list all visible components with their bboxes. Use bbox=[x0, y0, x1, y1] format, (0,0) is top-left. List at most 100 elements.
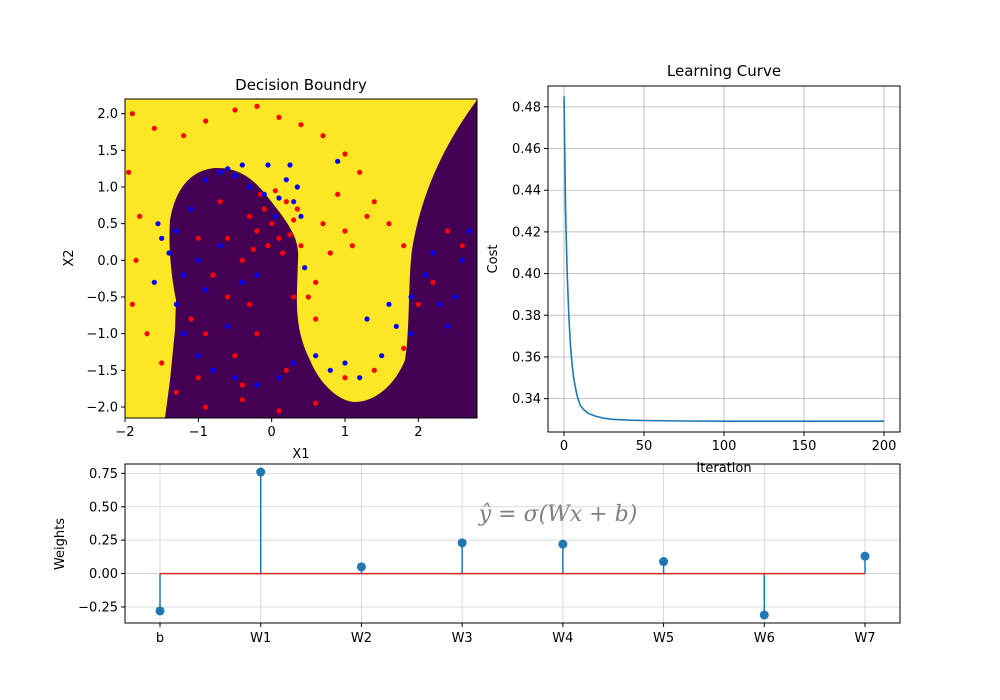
scatter-point-red bbox=[129, 301, 135, 307]
scatter-point-red bbox=[357, 169, 363, 175]
scatter-point-blue bbox=[166, 250, 172, 256]
chart-title: Learning Curve bbox=[667, 62, 781, 80]
scatter-point-blue bbox=[302, 265, 308, 271]
y-tick-label: −1.5 bbox=[86, 364, 118, 379]
scatter-point-red bbox=[151, 125, 157, 131]
scatter-point-blue bbox=[195, 353, 201, 359]
stem-marker bbox=[860, 551, 870, 561]
stem-marker bbox=[155, 606, 165, 616]
scatter-point-red bbox=[291, 294, 297, 300]
decision-region-purple bbox=[165, 100, 477, 418]
scatter-point-blue bbox=[261, 191, 267, 197]
scatter-point-blue bbox=[335, 158, 341, 164]
scatter-point-red bbox=[298, 122, 304, 128]
plot-frame bbox=[124, 463, 901, 624]
scatter-point-red bbox=[254, 331, 260, 337]
scatter-point-red bbox=[445, 228, 451, 234]
scatter-point-red bbox=[247, 301, 253, 307]
scatter-point-blue bbox=[327, 367, 333, 373]
y-axis-label: Cost bbox=[486, 245, 501, 274]
stem-marker bbox=[256, 467, 266, 477]
scatter-point-red bbox=[188, 316, 194, 322]
y-tick-label: 0.42 bbox=[512, 225, 541, 240]
axes: −2 −1 0 1 2 −2.0 −1.5 −1.0 −0.5 0.0 0.5 1.0 1.5 2.0 bbox=[86, 107, 422, 440]
scatter-point-blue bbox=[386, 301, 392, 307]
scatter-point-red bbox=[126, 169, 132, 175]
y-tick-label: 0.5 bbox=[97, 217, 118, 232]
y-tick-label: 0.75 bbox=[89, 467, 118, 482]
scatter-point-red bbox=[305, 294, 311, 300]
scatter-point-red bbox=[291, 217, 297, 223]
scatter-point-red bbox=[232, 353, 238, 359]
scatter-point-blue bbox=[203, 177, 209, 183]
x-tick-label: 0 bbox=[560, 439, 568, 454]
y-tick-label: 0.0 bbox=[97, 254, 118, 269]
x-tick-label: W6 bbox=[754, 631, 775, 646]
scatter-point-red bbox=[283, 199, 289, 205]
y-tick-label: 0.48 bbox=[512, 100, 541, 115]
grid bbox=[125, 464, 900, 623]
scatter-point-blue bbox=[287, 162, 293, 168]
scatter-point-blue bbox=[155, 221, 161, 227]
scatter-point-red bbox=[364, 213, 370, 219]
scatter-point-blue bbox=[452, 294, 458, 300]
y-axis-label: X2 bbox=[62, 249, 77, 266]
chart-title: Decision Boundry bbox=[235, 76, 367, 94]
scatter-point-red bbox=[144, 331, 150, 337]
y-tick-label: 0.36 bbox=[512, 350, 541, 365]
scatter-point-red bbox=[217, 199, 223, 205]
scatter-point-red bbox=[225, 235, 231, 241]
scatter-point-blue bbox=[217, 243, 223, 249]
scatter-point-blue bbox=[159, 235, 165, 241]
x-tick-label: 50 bbox=[636, 439, 653, 454]
scatter-point-red bbox=[349, 243, 355, 249]
scatter-point-blue bbox=[181, 331, 187, 337]
scatter-point-blue bbox=[298, 213, 304, 219]
scatter-point-red bbox=[287, 232, 293, 238]
stem-marker bbox=[356, 562, 366, 572]
scatter-point-red bbox=[320, 221, 326, 227]
scatter-point-blue bbox=[173, 228, 179, 234]
scatter-point-red bbox=[283, 367, 289, 373]
y-tick-label: 1.5 bbox=[97, 144, 118, 159]
scatter-point-red bbox=[232, 107, 238, 113]
y-tick-label: 0.38 bbox=[512, 309, 541, 324]
x-tick-label: 100 bbox=[712, 439, 737, 454]
x-tick-label: 1 bbox=[341, 425, 349, 440]
scatter-point-red bbox=[313, 316, 319, 322]
scatter-point-blue bbox=[467, 228, 473, 234]
scatter-point-red bbox=[159, 360, 165, 366]
scatter-point-blue bbox=[294, 184, 300, 190]
scatter-points bbox=[126, 103, 473, 414]
scatter-point-red bbox=[276, 408, 282, 414]
scatter-point-red bbox=[203, 331, 209, 337]
stem-marker bbox=[457, 538, 467, 548]
stem-marker bbox=[558, 539, 568, 549]
y-axis-label: Weights bbox=[53, 518, 68, 570]
x-tick-label: −2 bbox=[115, 425, 134, 440]
stem-markers bbox=[155, 467, 870, 620]
y-tick-label: 0.40 bbox=[512, 267, 541, 282]
scatter-point-blue bbox=[272, 213, 278, 219]
scatter-point-blue bbox=[459, 257, 465, 263]
scatter-point-red bbox=[254, 228, 260, 234]
scatter-point-red bbox=[137, 213, 143, 219]
scatter-point-blue bbox=[239, 279, 245, 285]
scatter-point-red bbox=[401, 345, 407, 351]
scatter-point-blue bbox=[276, 375, 282, 381]
y-tick-label: −2.0 bbox=[86, 401, 118, 416]
scatter-point-red bbox=[250, 246, 256, 252]
scatter-point-red bbox=[203, 118, 209, 124]
x-tick-label: W4 bbox=[552, 631, 573, 646]
x-tick-label: W5 bbox=[653, 631, 674, 646]
scatter-point-blue bbox=[173, 301, 179, 307]
scatter-point-red bbox=[181, 133, 187, 139]
scatter-point-blue bbox=[225, 323, 231, 329]
scatter-point-blue bbox=[203, 287, 209, 293]
y-tick-label: 0.44 bbox=[512, 184, 541, 199]
scatter-point-blue bbox=[217, 169, 223, 175]
scatter-point-blue bbox=[423, 272, 429, 278]
scatter-point-red bbox=[335, 191, 341, 197]
learning-curve-panel: 0 50 100 150 200 0.34 0.36 0.38 0.40 0.42 0.44 0.46… bbox=[486, 62, 901, 476]
